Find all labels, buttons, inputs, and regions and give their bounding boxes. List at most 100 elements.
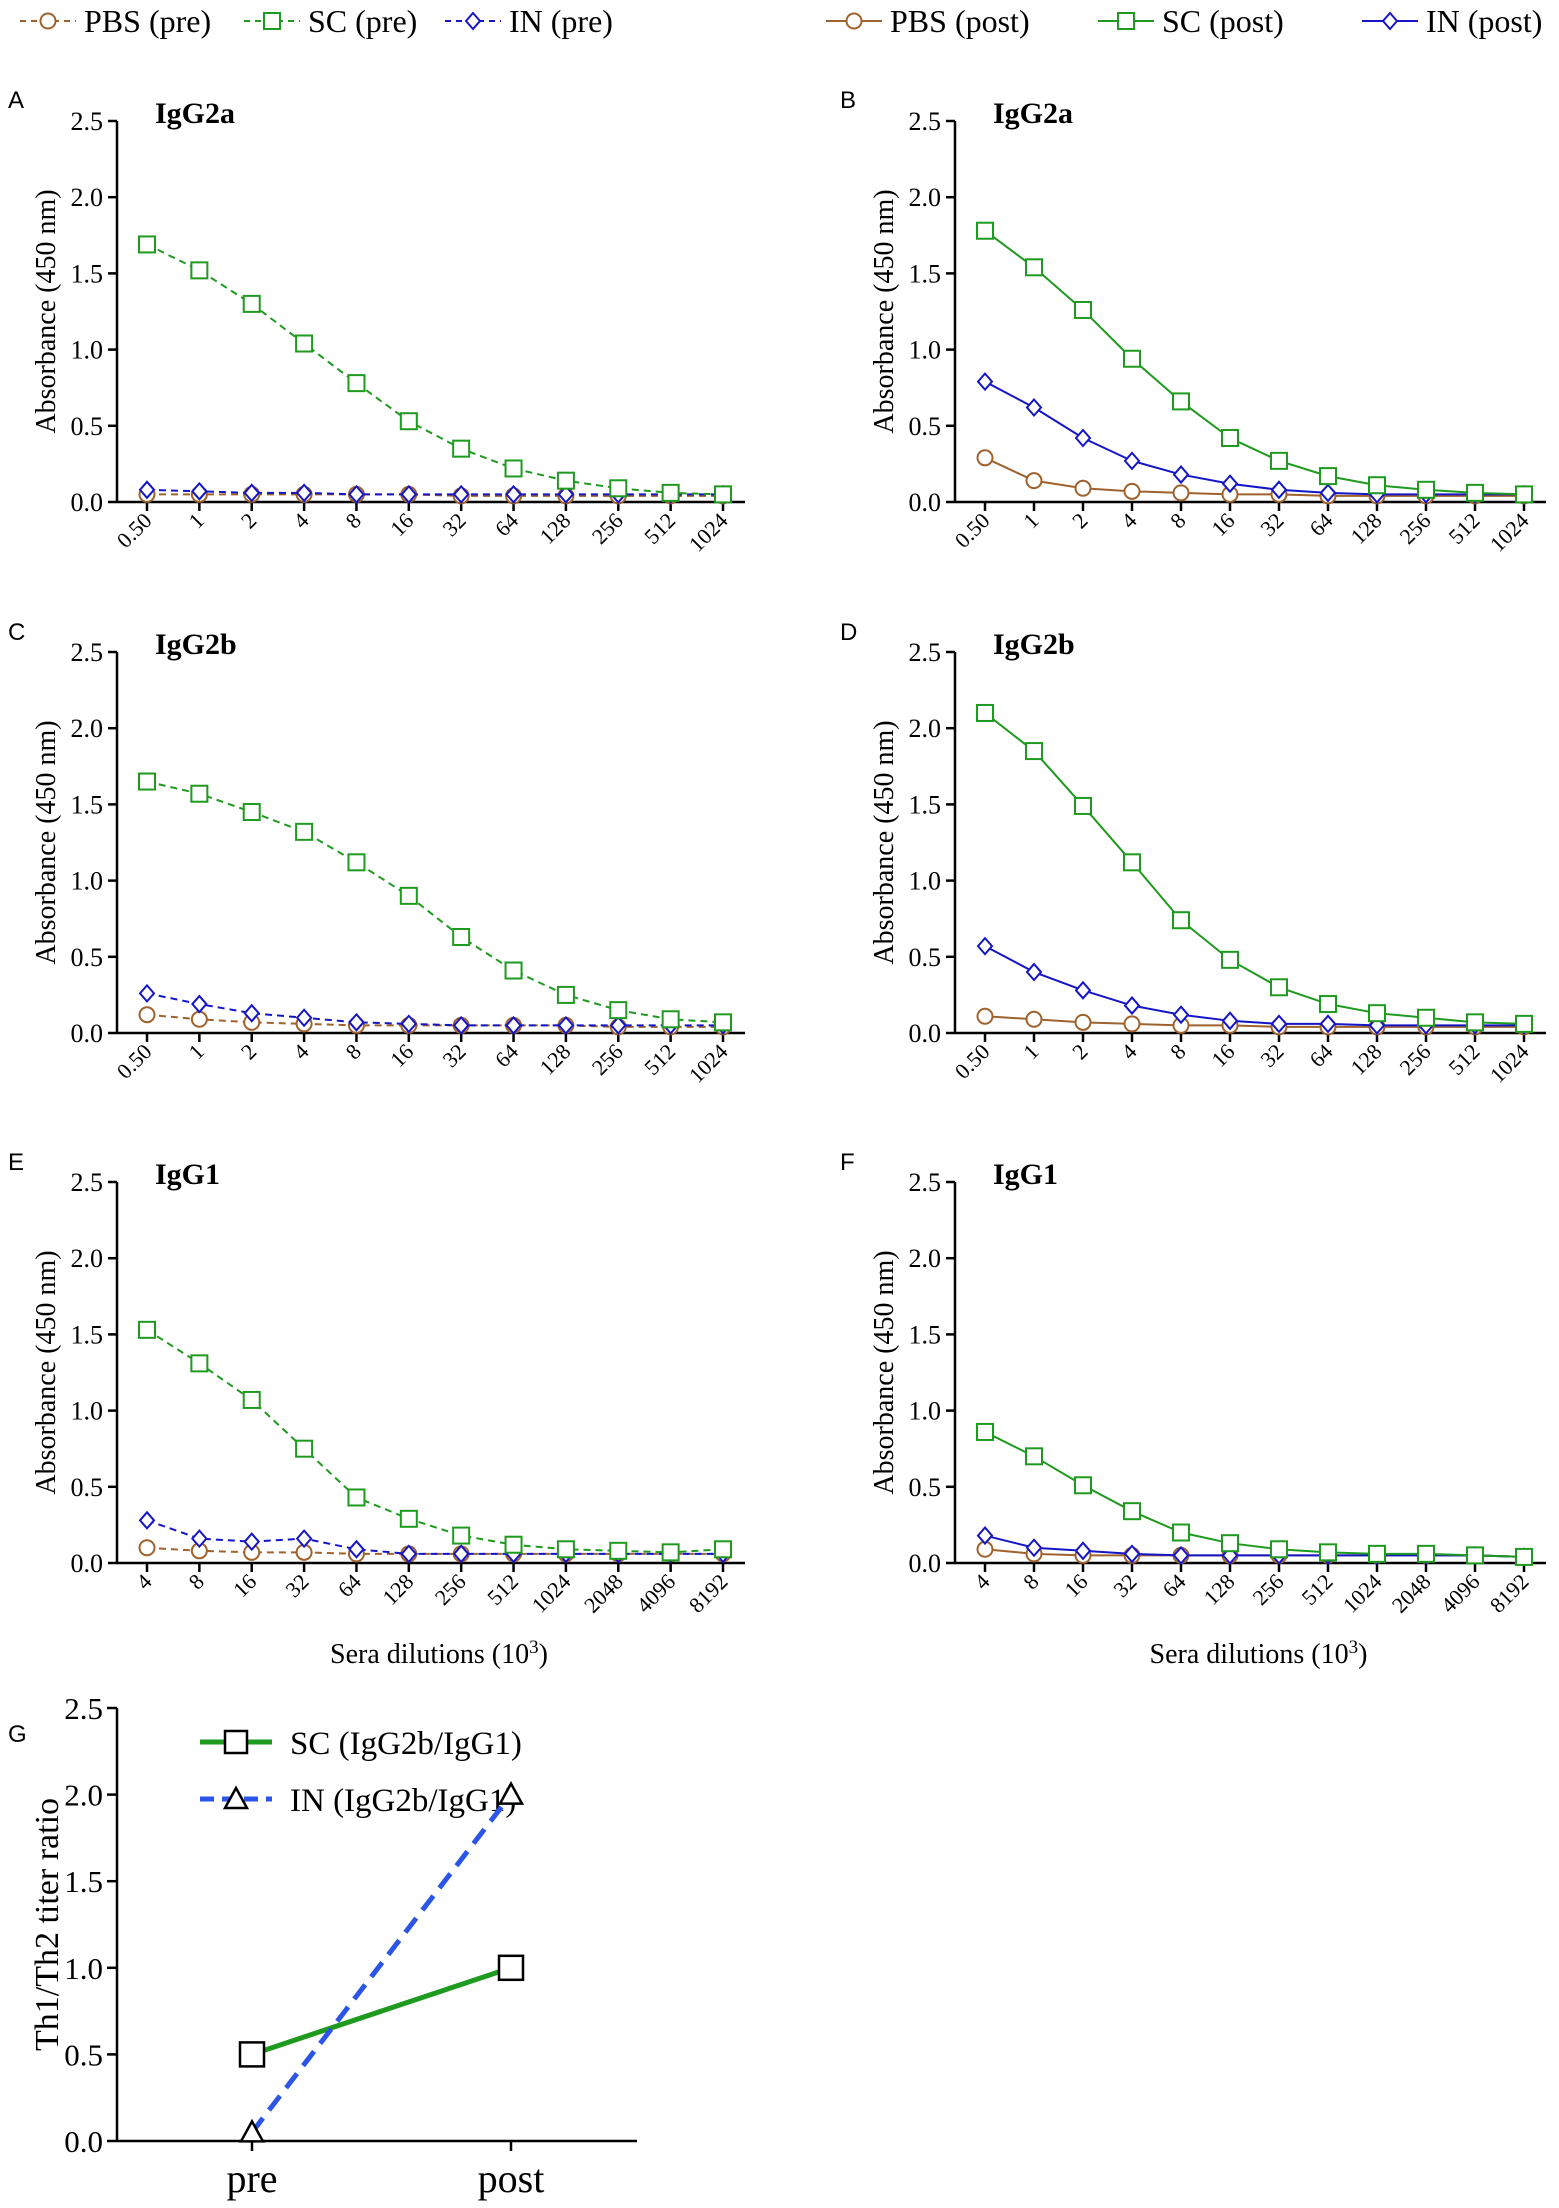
chart-panel-b: B 0.0 0.5 1.0 1.5 2.0 2.5 0.50 1 2 4 8 16 32 64 128 256 5…: [840, 87, 1546, 557]
legend-marker: [223, 1729, 249, 1755]
data-point: [1025, 397, 1043, 418]
data-point: [452, 927, 471, 946]
x-tick-label: 4: [969, 1569, 994, 1594]
x-tick-label: 8: [1165, 1039, 1190, 1064]
x-tick-label: 32: [280, 1569, 313, 1602]
x-tick-label: pre: [226, 2156, 277, 2201]
x-tick-label: 8: [341, 508, 366, 533]
x-tick-label: 512: [1444, 1039, 1485, 1080]
legend-marker: [39, 12, 57, 30]
data-point: [714, 1013, 732, 1032]
data-point: [295, 1439, 314, 1458]
data-point: [556, 985, 575, 1004]
data-point: [191, 1529, 208, 1549]
data-point: [1172, 1545, 1190, 1565]
y-axis-label: Absorbance (450 nm): [869, 720, 900, 964]
x-tick-label: 2048: [1387, 1569, 1436, 1618]
series-in-post: [976, 372, 1533, 504]
legend-label: IN (IgG2b/IgG1): [290, 1783, 516, 1819]
data-point: [452, 484, 470, 504]
legend-pre: PBS (pre) SC (pre) IN (pre): [20, 3, 613, 39]
chart-panel-g: G 0.0 0.5 1.0 1.5 2.0 2.5 pre post Th1/Th2 titer …: [8, 1691, 637, 2201]
data-point: [243, 1003, 261, 1023]
series-line: [984, 380, 1524, 496]
data-point: [243, 1532, 261, 1552]
x-tick-label: 1024: [1338, 1569, 1387, 1618]
data-point: [1319, 1543, 1337, 1562]
data-point: [1074, 479, 1092, 497]
data-point: [1270, 1540, 1288, 1559]
series-sc-pre: [138, 1320, 732, 1562]
chart-title: IgG2a: [155, 97, 235, 130]
data-point: [1123, 996, 1141, 1016]
y-tick-label: 1.0: [64, 1951, 103, 1986]
x-tick-label: 128: [1199, 1569, 1240, 1610]
y-tick-label: 1.5: [64, 1864, 103, 1899]
data-point: [1319, 995, 1337, 1014]
data-point: [190, 1354, 209, 1373]
legend-marker: [464, 11, 482, 31]
legend-item: IN (post): [1362, 3, 1542, 39]
legend-marker: [1117, 12, 1135, 30]
x-tick-label: 128: [1346, 1039, 1387, 1080]
series-in-igg2b-igg1: [238, 1781, 525, 2143]
data-point: [976, 221, 994, 240]
data-point: [1172, 465, 1190, 485]
data-point: [138, 480, 156, 500]
data-point: [348, 1539, 365, 1559]
y-tick-label: 1.5: [71, 1320, 104, 1349]
x-tick-label: 4: [131, 1569, 156, 1594]
data-point: [1368, 1004, 1386, 1023]
data-point: [661, 1010, 680, 1029]
data-point: [504, 961, 523, 980]
data-point: [295, 1529, 313, 1549]
chart-title: IgG2a: [993, 97, 1073, 130]
data-point: [1417, 1008, 1435, 1027]
data-point: [1025, 1538, 1043, 1558]
x-tick-label: 128: [534, 508, 575, 549]
legend-label: SC (pre): [308, 3, 417, 39]
series-line: [984, 1431, 1525, 1558]
y-tick-label: 0.5: [909, 943, 942, 972]
panel-letter: E: [8, 1149, 24, 1176]
data-point: [497, 1954, 525, 1982]
x-tick-label: 16: [385, 508, 418, 541]
x-tick-label: 512: [639, 1039, 680, 1080]
data-point: [1123, 1502, 1141, 1521]
y-tick-label: 1.5: [71, 259, 104, 288]
data-point: [190, 784, 209, 803]
data-point: [1319, 467, 1337, 486]
y-tick-label: 1.5: [909, 790, 942, 819]
legend-label: SC (post): [1162, 3, 1284, 39]
data-point: [1074, 1476, 1092, 1495]
data-point: [976, 1422, 994, 1441]
series-line: [146, 1328, 724, 1554]
x-tick-label: 64: [333, 1569, 366, 1602]
data-point: [399, 886, 418, 905]
series-sc-pre: [138, 235, 732, 504]
x-tick-label: 32: [437, 1039, 470, 1072]
data-point: [452, 1544, 470, 1564]
x-tick-label: 256: [1248, 1569, 1289, 1610]
x-tick-label: 1: [183, 1039, 208, 1064]
legend-label: IN (pre): [509, 3, 613, 39]
series-line: [984, 945, 1524, 1027]
x-tick-label: 8: [341, 1039, 366, 1064]
series-in-pre: [138, 480, 732, 504]
data-point: [242, 803, 261, 822]
x-axis-label: Sera dilutions (103): [330, 1637, 548, 1671]
data-point: [1025, 962, 1043, 982]
data-point: [1515, 1547, 1533, 1566]
data-point: [1123, 349, 1141, 368]
x-tick-label: 64: [1157, 1569, 1190, 1602]
series-pbs-post: [976, 1540, 1533, 1566]
x-tick-label: 4: [1116, 1039, 1141, 1064]
chart-title: IgG1: [155, 1158, 220, 1191]
data-point: [1515, 1014, 1533, 1033]
x-axis-label: Sera dilutions (103): [1150, 1637, 1368, 1671]
data-point: [1172, 484, 1190, 502]
data-point: [609, 1541, 628, 1560]
legend-post: PBS (post) SC (post) IN (post): [826, 3, 1542, 39]
data-point: [976, 1526, 994, 1546]
